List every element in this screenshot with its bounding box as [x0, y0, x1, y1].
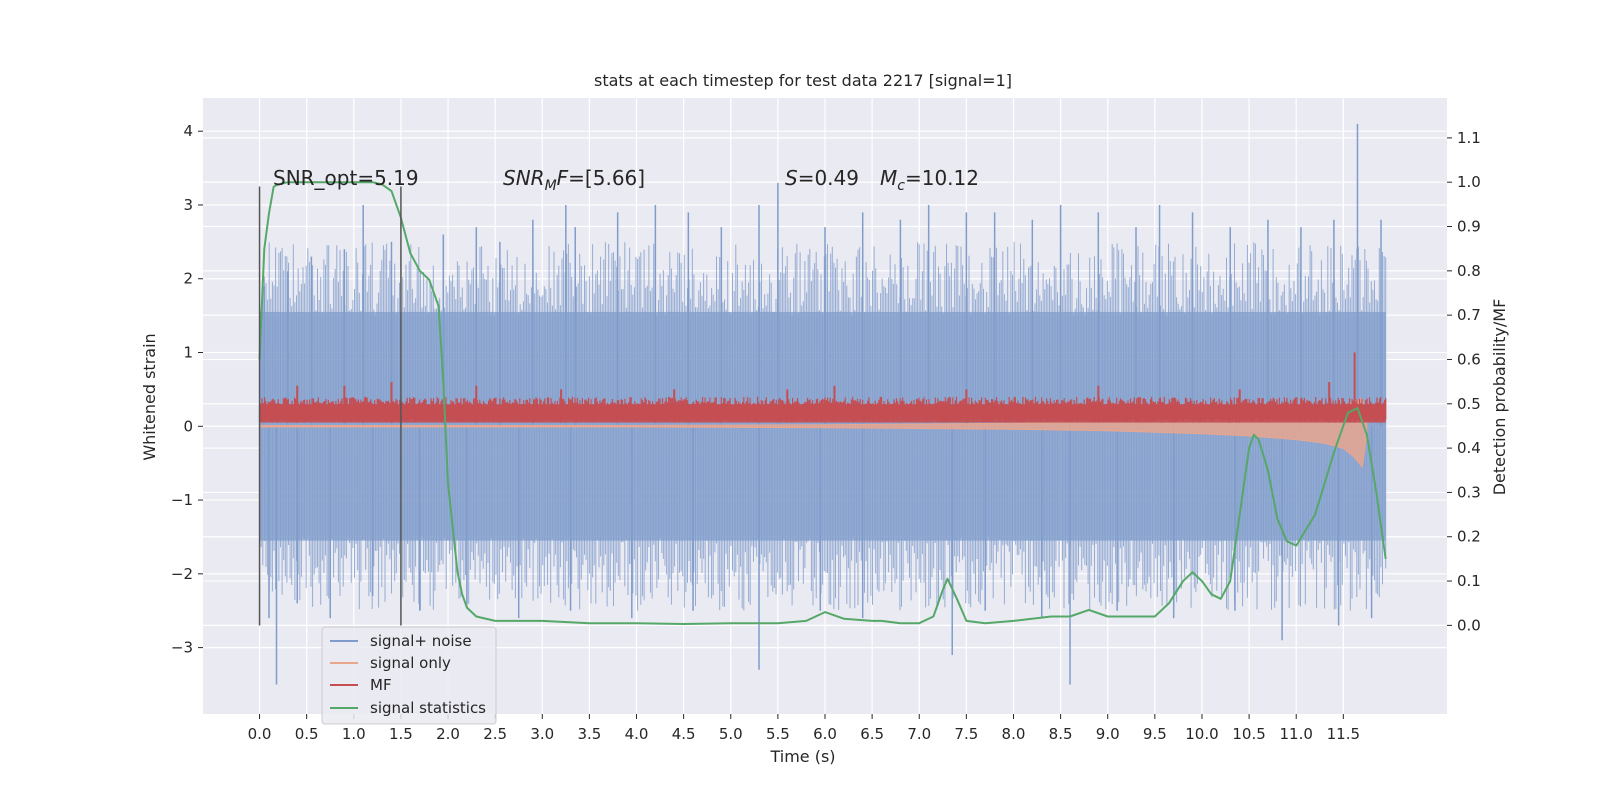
x-tick-label: 7.5	[954, 725, 978, 743]
y-tick-label-right: 0.1	[1457, 572, 1481, 590]
s-main: S	[785, 166, 798, 190]
y-tick-label-right: 0.3	[1457, 483, 1481, 501]
y-tick-label-right: 0.6	[1457, 350, 1481, 368]
x-tick-label: 3.5	[577, 725, 601, 743]
snr-mf-main: SNR	[503, 166, 545, 190]
x-tick-label: 0.0	[248, 725, 272, 743]
series-layer	[258, 123, 1387, 685]
y-tick-label-right: 0.4	[1457, 439, 1481, 457]
legend-label-signal-statistics: signal statistics	[370, 699, 486, 717]
annotation-s: S=0.49	[785, 166, 859, 190]
legend-box	[321, 626, 497, 725]
x-tick-label: 4.0	[625, 725, 649, 743]
x-tick-label: 5.5	[766, 725, 790, 743]
x-tick-label: 9.5	[1143, 725, 1167, 743]
x-tick-label: 6.0	[813, 725, 837, 743]
y-tick-label-left: −3	[171, 639, 193, 657]
legend-label-mf: MF	[370, 676, 392, 694]
x-tick-label: 10.0	[1185, 725, 1218, 743]
mc-subscript: c	[897, 178, 905, 194]
x-tick-label: 1.5	[389, 725, 413, 743]
x-tick-label: 5.0	[719, 725, 743, 743]
x-tick-label: 3.0	[530, 725, 554, 743]
y-tick-label-left: 0	[183, 417, 193, 435]
annotation-mc: Mc=10.12	[880, 166, 979, 194]
y-tick-label-right: 0.0	[1457, 616, 1481, 634]
axis-layer: 0.0 0.5 1.0 1.5 2.0 2.5 3.0 3.5 4.0 4.5 5.0 5.5 6.0 6…	[171, 122, 1481, 743]
y-tick-label-left: −1	[171, 491, 193, 509]
legend: signal+ noise signal only MF signal stat…	[321, 626, 497, 725]
signal-statistics-line	[258, 181, 1387, 625]
snr-mf-rest-italic: F	[557, 166, 569, 190]
x-tick-label: 11.5	[1327, 725, 1360, 743]
x-tick-label: 9.0	[1096, 725, 1120, 743]
x-tick-label: 2.5	[483, 725, 507, 743]
mc-main: M	[880, 166, 897, 190]
x-tick-label: 8.0	[1002, 725, 1026, 743]
legend-label-signal-only: signal only	[370, 654, 451, 672]
y-tick-label-left: 4	[183, 122, 193, 140]
y-tick-label-left: 2	[183, 270, 193, 288]
vertical-markers	[258, 186, 402, 626]
y-tick-label-right: 1.1	[1457, 129, 1481, 147]
x-axis-label: Time (s)	[769, 747, 835, 766]
legend-label-signal-noise: signal+ noise	[370, 632, 472, 650]
snr-mf-subscript: M	[545, 178, 557, 194]
x-tick-label: 10.5	[1232, 725, 1265, 743]
x-tick-label: 8.5	[1049, 725, 1073, 743]
s-rest: =0.49	[798, 166, 859, 190]
snr-mf-rest: =[5.66]	[568, 166, 645, 190]
chart-title: stats at each timestep for test data 221…	[594, 71, 1012, 90]
y-tick-label-left: −2	[171, 565, 193, 583]
y-tick-label-right: 1.0	[1457, 173, 1481, 191]
annotation-snr-opt: SNR_opt=5.19	[273, 166, 419, 190]
y-tick-label-right: 0.5	[1457, 395, 1481, 413]
y-tick-label-left: 3	[183, 196, 193, 214]
y-tick-label-right: 0.8	[1457, 262, 1481, 280]
y-tick-label-left: 1	[183, 344, 193, 362]
x-tick-label: 11.0	[1280, 725, 1313, 743]
x-tick-label: 1.0	[342, 725, 366, 743]
y-axis-label-left: Whitened strain	[140, 333, 159, 460]
y-tick-label-right: 0.7	[1457, 306, 1481, 324]
x-tick-label: 2.0	[436, 725, 460, 743]
x-tick-label: 4.5	[672, 725, 696, 743]
y-axis-label-right: Detection probability/MF	[1490, 299, 1509, 496]
mc-rest: =10.12	[905, 166, 979, 190]
y-tick-label-right: 0.9	[1457, 218, 1481, 236]
y-tick-label-right: 0.2	[1457, 528, 1481, 546]
x-tick-label: 6.5	[860, 725, 884, 743]
annotation-snr-mf: SNRMF=[5.66]	[503, 166, 645, 194]
x-tick-label: 0.5	[295, 725, 319, 743]
x-tick-label: 7.0	[907, 725, 931, 743]
